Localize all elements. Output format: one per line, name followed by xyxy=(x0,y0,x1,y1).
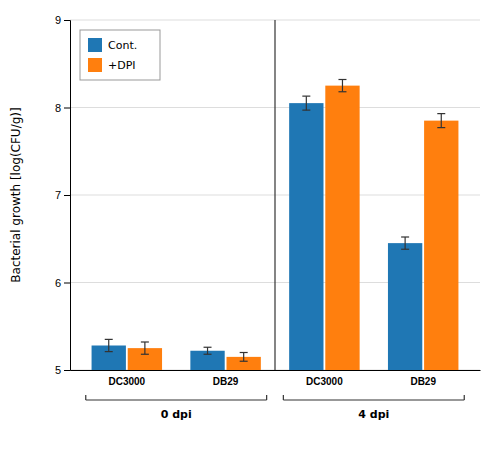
error-bar-line xyxy=(437,113,445,114)
error-bar xyxy=(302,96,310,110)
y-tick: 7 xyxy=(55,189,70,201)
error-bar-line xyxy=(243,353,244,362)
error-bar-line xyxy=(437,127,445,128)
x-axis: DC3000 DB29 DC3000 DB29 xyxy=(71,371,481,388)
y-tick: 5 xyxy=(55,364,70,376)
y-axis: 5 6 7 8 9 xyxy=(55,14,71,376)
error-bar xyxy=(105,339,113,351)
group-label: 4 dpi xyxy=(358,408,389,421)
error-bar-line xyxy=(405,237,406,249)
legend: Cont. +DPI xyxy=(80,30,160,80)
x-tick: DC3000 xyxy=(306,376,343,387)
grid xyxy=(70,20,480,370)
legend-swatch xyxy=(88,58,102,72)
y-tick-mark xyxy=(64,108,70,109)
error-bar-line xyxy=(240,352,248,353)
group-divider xyxy=(274,20,275,370)
legend-box xyxy=(80,30,160,80)
error-bar xyxy=(437,114,445,128)
x-tick: DB29 xyxy=(213,376,239,387)
error-bar-line xyxy=(306,96,307,110)
error-bar-line xyxy=(302,96,310,97)
error-bar-line xyxy=(141,354,149,355)
y-tick-label: 9 xyxy=(55,14,61,26)
x-tick-label: DC3000 xyxy=(306,376,343,387)
error-bar-line xyxy=(204,354,212,355)
legend-swatch xyxy=(88,38,102,52)
error-bar-line xyxy=(338,91,346,92)
legend-label: Cont. xyxy=(108,39,137,52)
error-bar-line xyxy=(441,114,442,128)
bracket-line xyxy=(464,395,465,400)
y-tick-label: 8 xyxy=(55,102,61,114)
y-tick-mark xyxy=(64,195,70,196)
error-bar-line xyxy=(204,347,212,348)
error-bar-line xyxy=(141,341,149,342)
x-tick-label: DB29 xyxy=(213,376,239,387)
y-axis-line xyxy=(64,21,71,371)
error-bar xyxy=(240,353,248,362)
y-axis-title: Bacterial growth [log(CFU/g)] xyxy=(9,107,23,282)
y-tick: 8 xyxy=(55,102,70,114)
error-bar xyxy=(141,342,149,354)
group-bracket xyxy=(86,395,267,400)
legend-label: +DPI xyxy=(108,59,136,72)
y-tick-label: 5 xyxy=(55,364,61,376)
error-bar-line xyxy=(105,351,113,352)
y-tick-mark xyxy=(64,370,70,371)
bracket-line xyxy=(86,399,267,400)
error-bar-line xyxy=(240,361,248,362)
error-bar xyxy=(338,80,346,92)
bar xyxy=(424,121,458,370)
bracket-line xyxy=(266,395,267,400)
error-bar-line xyxy=(144,342,145,354)
x-tick: DB29 xyxy=(410,376,436,387)
y-tick: 9 xyxy=(55,14,70,26)
error-bar-line xyxy=(401,249,409,250)
y-tick: 6 xyxy=(55,277,70,289)
x-tick: DC3000 xyxy=(108,376,145,387)
error-bar-line xyxy=(207,347,208,354)
y-tick-mark xyxy=(64,20,70,21)
error-bar xyxy=(401,237,409,249)
bar xyxy=(325,86,359,370)
legend-item: Cont. xyxy=(88,38,137,52)
bracket-line xyxy=(283,395,284,400)
group-bracket xyxy=(283,395,464,400)
error-bar xyxy=(204,347,212,354)
error-bar-line xyxy=(342,80,343,92)
bar xyxy=(388,243,422,370)
chart-container: 5 6 7 8 9 DC3000 DB29 DC3000 DB29 0 dpi 4 dpi Bacte… xyxy=(0,0,500,450)
error-bar-line xyxy=(401,236,409,237)
x-axis-line xyxy=(71,370,481,371)
y-tick-mark xyxy=(64,283,70,284)
series xyxy=(92,96,423,370)
series xyxy=(128,80,459,371)
error-bar-line xyxy=(338,79,346,80)
y-tick-label: 6 xyxy=(55,277,61,289)
chart: 5 6 7 8 9 DC3000 DB29 DC3000 DB29 0 dpi 4 dpi Bacte… xyxy=(0,0,500,450)
legend-item: +DPI xyxy=(88,58,136,72)
error-bar-line xyxy=(302,110,310,111)
error-bar-line xyxy=(108,339,109,351)
x-tick-label: DC3000 xyxy=(108,376,145,387)
bracket-line xyxy=(283,399,464,400)
bar xyxy=(289,103,323,370)
y-tick-label: 7 xyxy=(55,189,61,201)
bracket-line xyxy=(85,395,86,400)
group-label: 0 dpi xyxy=(161,408,192,421)
error-bar-line xyxy=(105,339,113,340)
x-tick-label: DB29 xyxy=(410,376,436,387)
